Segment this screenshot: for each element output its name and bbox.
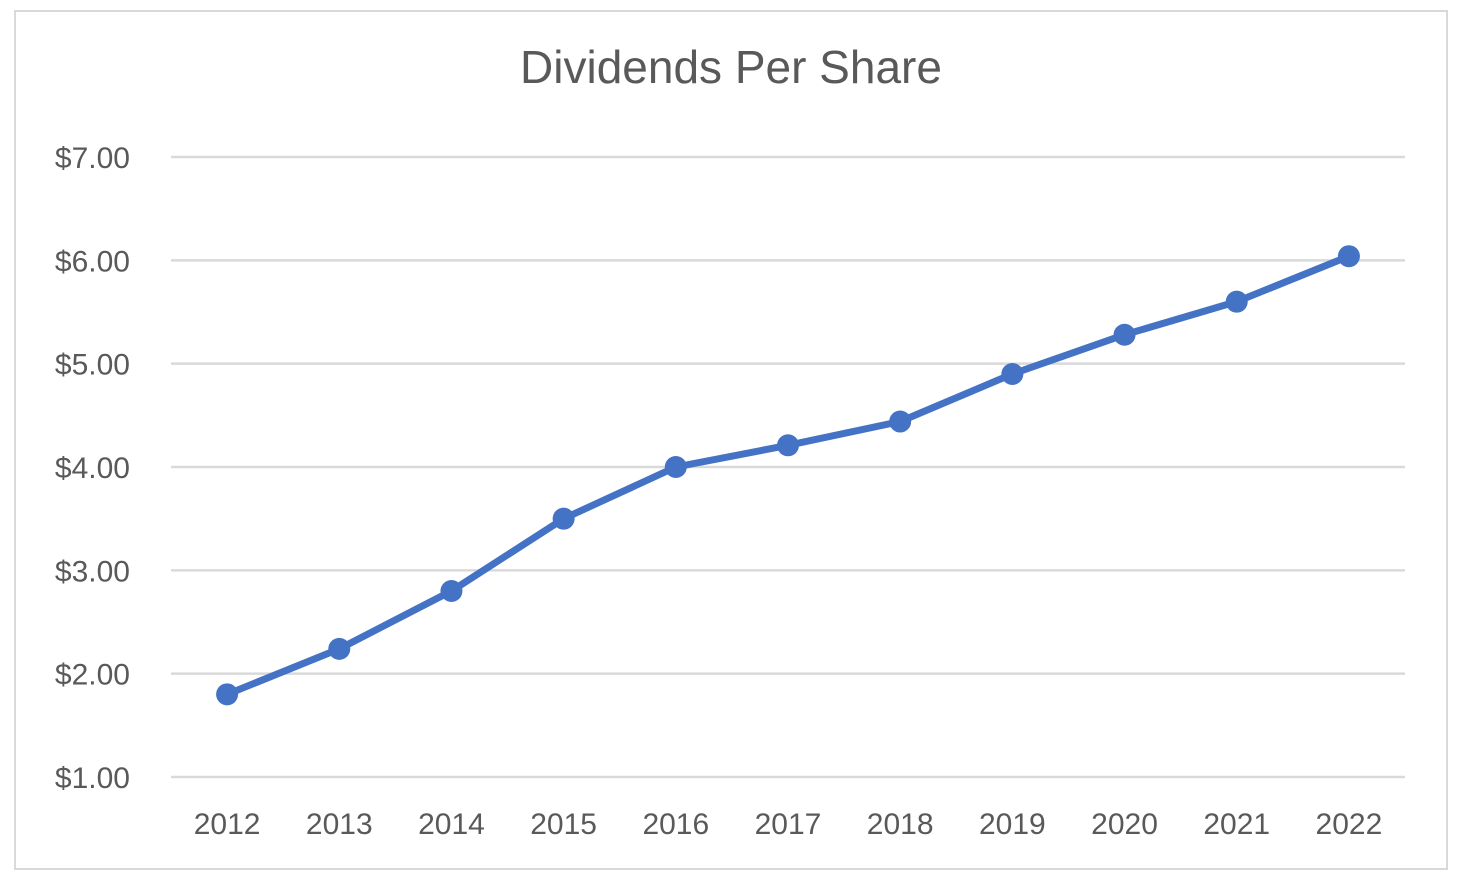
y-tick-label: $6.00 bbox=[55, 245, 130, 278]
data-point bbox=[1001, 363, 1024, 385]
x-tick-label: 2021 bbox=[1203, 808, 1270, 841]
x-tick-label: 2019 bbox=[979, 808, 1046, 841]
x-tick-label: 2012 bbox=[194, 808, 261, 841]
data-point bbox=[328, 637, 351, 660]
x-tick-label: 2015 bbox=[530, 808, 597, 841]
data-point bbox=[440, 580, 463, 602]
x-tick-label: 2017 bbox=[755, 808, 822, 841]
y-tick-label: $5.00 bbox=[55, 349, 130, 382]
chart-frame bbox=[14, 10, 1448, 870]
chart-title: Dividends Per Share bbox=[520, 41, 942, 93]
y-tick-label: $3.00 bbox=[55, 555, 130, 588]
data-point bbox=[552, 507, 575, 530]
data-point bbox=[664, 456, 687, 478]
gridlines bbox=[171, 155, 1405, 779]
y-axis-tick-labels: $1.00 $2.00 $3.00 $4.00 $5.00 $6.00 $7.00 bbox=[55, 142, 130, 795]
y-tick-label: $4.00 bbox=[55, 452, 130, 485]
x-tick-label: 2020 bbox=[1091, 808, 1158, 841]
x-tick-label: 2018 bbox=[867, 808, 934, 841]
series-group bbox=[216, 245, 1360, 706]
x-tick-label: 2013 bbox=[306, 808, 373, 841]
series-line bbox=[223, 252, 1353, 698]
y-tick-label: $2.00 bbox=[55, 659, 130, 692]
y-tick-label: $1.00 bbox=[55, 762, 130, 795]
x-tick-label: 2014 bbox=[418, 808, 485, 841]
data-point bbox=[889, 410, 912, 433]
data-point bbox=[777, 434, 799, 457]
x-axis-tick-labels: 2012 2013 2014 2015 2016 2017 2018 2019 2020 2021… bbox=[194, 808, 1383, 841]
data-point bbox=[1113, 323, 1136, 346]
data-point bbox=[1225, 290, 1248, 313]
y-tick-label: $7.00 bbox=[55, 142, 130, 175]
x-tick-label: 2022 bbox=[1316, 808, 1383, 841]
data-point bbox=[1337, 245, 1360, 268]
data-point bbox=[216, 683, 239, 706]
x-tick-label: 2016 bbox=[642, 808, 709, 841]
